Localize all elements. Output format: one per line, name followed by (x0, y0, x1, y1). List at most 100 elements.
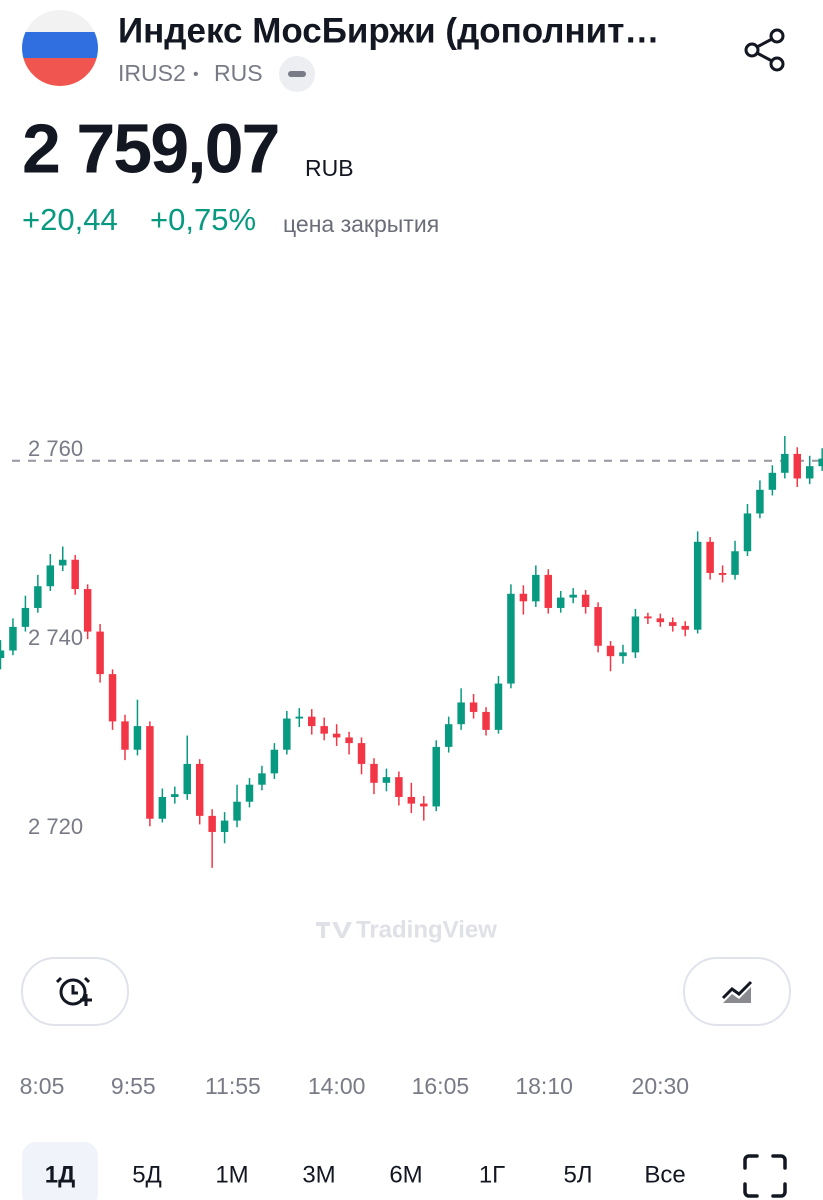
x-tick-label: 9:55 (111, 1073, 156, 1099)
candle-body (494, 683, 503, 730)
status-pill[interactable] (279, 56, 315, 92)
candle-body (457, 702, 465, 725)
candle-body (71, 559, 79, 590)
range-selected-bg (22, 1142, 98, 1200)
candle-body (507, 593, 515, 684)
candle-body (395, 777, 403, 797)
range-button[interactable]: 1М (215, 1161, 248, 1188)
candle-body (693, 541, 702, 630)
range-button[interactable]: 5Л (563, 1161, 592, 1188)
candle-body (233, 801, 241, 821)
candle-body (96, 631, 104, 675)
candle-body (320, 726, 328, 734)
candle-body (345, 737, 353, 744)
y-tick-label: 2 760 (28, 436, 83, 461)
candle-body (245, 784, 254, 802)
candle-body (743, 513, 752, 552)
candle-body (420, 803, 428, 807)
candle-body (594, 607, 602, 646)
candle-body (706, 541, 714, 573)
flag-icon (22, 10, 98, 86)
x-tick-label: 18:10 (515, 1073, 573, 1099)
price: 2 759,07 (22, 109, 278, 187)
candle-body (220, 820, 229, 832)
candle-body (669, 622, 677, 626)
candle-body (718, 572, 727, 575)
candle-body (544, 574, 553, 608)
candle-body (146, 726, 154, 819)
instrument-title: Индекс МосБиржи (дополнит… (118, 11, 659, 50)
alert-button[interactable] (21, 957, 129, 1026)
range-bar: 1Д 5Д 1М 3М 6М 1Г 5Л Все (22, 1142, 686, 1200)
range-button[interactable]: 5Д (132, 1161, 162, 1188)
candle-body (171, 794, 179, 797)
x-tick-label: 11:55 (205, 1073, 261, 1099)
candle-body (407, 796, 416, 804)
candle-body (195, 763, 204, 816)
share-button[interactable] (744, 28, 785, 72)
candle-body (357, 743, 366, 764)
range-button[interactable]: 1Г (479, 1161, 505, 1188)
candle-body (432, 746, 440, 807)
candle-body (270, 749, 279, 774)
candle-body (631, 616, 640, 653)
candle-body (569, 594, 577, 598)
candle-body (108, 674, 117, 722)
candle-body (606, 645, 615, 657)
candle-body (793, 453, 802, 479)
candle-body (482, 711, 490, 730)
candle-body (9, 626, 17, 651)
candle-body (818, 458, 823, 467)
candle-body (158, 796, 167, 819)
candle-body (382, 777, 391, 783)
candle-body (768, 472, 777, 490)
range-button[interactable]: 1Д (45, 1161, 75, 1188)
range-button[interactable]: 3М (302, 1161, 335, 1188)
exchange: RUS (214, 60, 263, 86)
candle-body (756, 489, 764, 514)
candle-body (59, 559, 67, 566)
candle-body (644, 616, 652, 619)
candle-body (370, 763, 378, 783)
candle-body (681, 625, 689, 630)
candle-body (295, 716, 304, 719)
candle-body (731, 551, 739, 575)
candle-body (469, 702, 478, 712)
candle-body (46, 565, 55, 587)
separator: • (193, 66, 199, 83)
candle-body (444, 724, 453, 747)
candle-body (532, 574, 540, 602)
candle-body (519, 593, 528, 602)
change-percent: +0,75% (150, 202, 256, 237)
candle-body (781, 453, 789, 473)
watermark: TradingView (316, 916, 497, 943)
chart-style-button[interactable] (683, 957, 791, 1026)
candle-body (83, 589, 92, 632)
candle-body (283, 718, 291, 750)
range-button[interactable]: 6М (389, 1161, 422, 1188)
x-tick-label: 14:00 (308, 1073, 366, 1099)
candle-body (581, 594, 590, 608)
x-tick-label: 16:05 (412, 1073, 470, 1099)
candle-body (308, 716, 316, 727)
y-tick-label: 2 720 (28, 814, 83, 839)
change: +20,44 (22, 202, 118, 237)
ticker: IRUS2 (118, 60, 186, 86)
candle-body (656, 618, 665, 623)
fullscreen-button[interactable] (743, 1154, 787, 1198)
candle-body (556, 597, 565, 608)
candle-body (183, 763, 191, 795)
x-tick-label: 8:05 (20, 1073, 65, 1099)
candle-body (208, 815, 216, 832)
candle-body (133, 726, 142, 750)
status-text: цена закрытия (283, 211, 439, 237)
x-tick-label: 20:30 (632, 1073, 690, 1099)
candle-body (332, 733, 341, 738)
candle-body (34, 586, 42, 608)
range-button[interactable]: Все (644, 1161, 685, 1188)
chart: 2 720 2 740 2 760 8:05 9:55 11:55 14:00 16:05 18… (0, 436, 823, 1099)
candle-body (121, 721, 129, 750)
currency: RUB (305, 155, 354, 181)
